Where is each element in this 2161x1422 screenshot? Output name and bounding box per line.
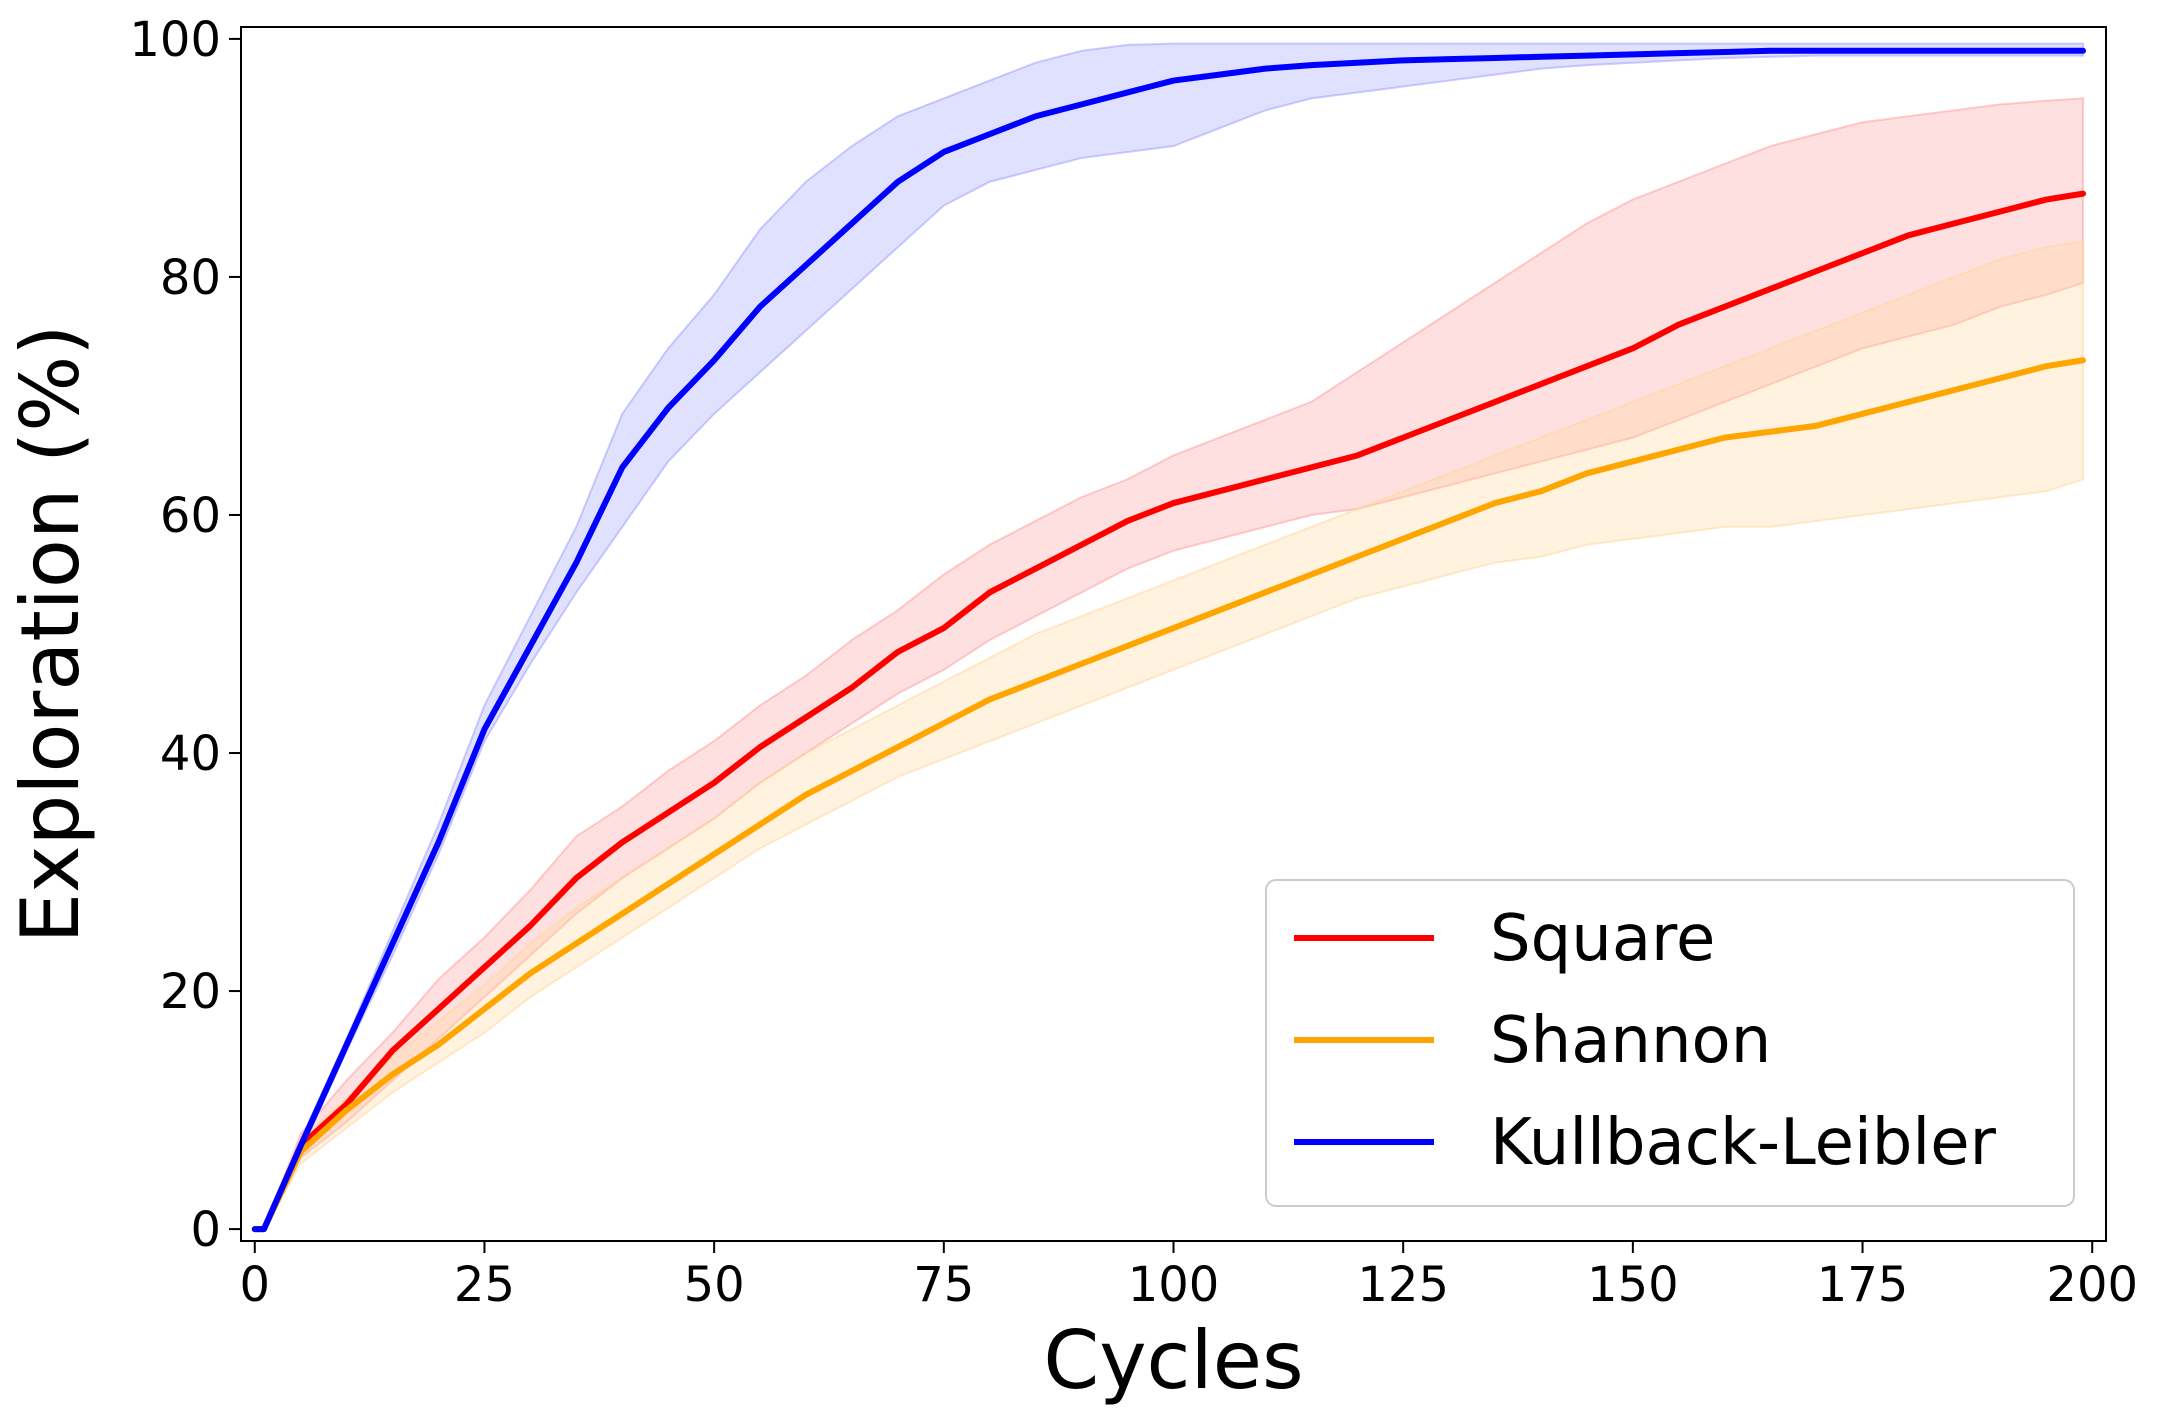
x-tick-label: 150: [1587, 1257, 1679, 1313]
x-tick-label: 200: [2046, 1257, 2138, 1313]
y-axis-title: Exploration (%): [4, 325, 97, 944]
y-tick-label: 80: [160, 250, 221, 306]
x-tick-label: 25: [454, 1257, 515, 1313]
x-tick-label: 125: [1357, 1257, 1449, 1313]
x-tick-label: 0: [240, 1257, 271, 1313]
x-tick-label: 75: [913, 1257, 974, 1313]
y-tick-label: 40: [160, 726, 221, 782]
x-axis-ticks: 0 25 50 75 100 125 150 175 200: [240, 1241, 2138, 1313]
x-axis-title: Cycles: [1043, 1314, 1303, 1407]
shannon-line: [251, 357, 2087, 1233]
y-tick-label: 100: [129, 12, 221, 68]
y-tick-label: 0: [190, 1202, 221, 1258]
y-tick-label: 20: [160, 964, 221, 1020]
square-legend-label: Square: [1490, 902, 1715, 976]
x-tick-label: 175: [1817, 1257, 1909, 1313]
legend-box: [1265, 879, 2075, 1207]
kullback-leibler-legend-label: Kullback-Leibler: [1490, 1106, 1997, 1180]
y-tick-label: 60: [160, 488, 221, 544]
y-axis-ticks: 0 20 40 60 80 100: [129, 12, 241, 1258]
shannon-legend-label: Shannon: [1490, 1004, 1771, 1078]
series-lines: [251, 47, 2087, 1233]
x-tick-label: 50: [684, 1257, 745, 1313]
square-line: [251, 190, 2087, 1233]
kullback-leibler-line: [251, 47, 2087, 1233]
legend: Square Shannon Kullback-Leibler: [1265, 879, 2075, 1207]
x-tick-label: 100: [1128, 1257, 1220, 1313]
